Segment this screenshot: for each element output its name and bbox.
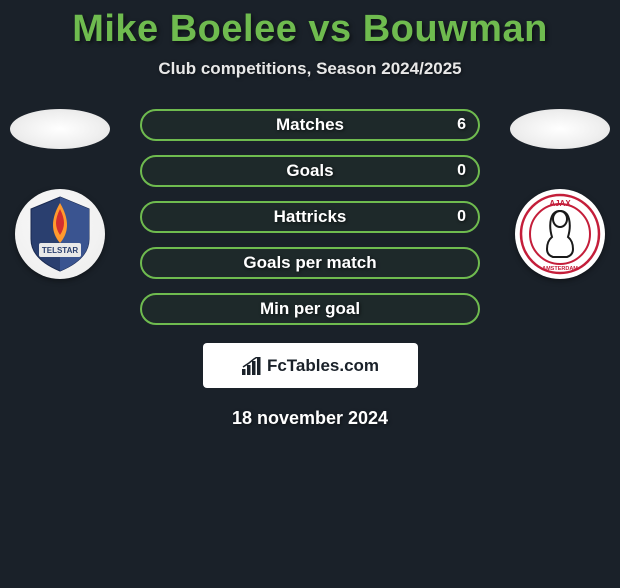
comparison-panel: TELSTAR AJAX AMSTERDAM Matches6Goals0Hat… [0,109,620,429]
stat-label: Goals [286,161,333,181]
stat-row: Goals per match [140,247,480,279]
stat-label: Min per goal [260,299,360,319]
avatar-placeholder-right [510,109,610,149]
stat-value-right: 6 [457,116,466,134]
svg-text:AMSTERDAM: AMSTERDAM [542,266,578,272]
svg-text:TELSTAR: TELSTAR [42,246,79,255]
stat-label: Matches [276,115,344,135]
stat-row: Goals 0 [140,155,480,187]
telstar-logo-icon: TELSTAR [25,195,95,273]
bars-icon [241,357,261,375]
club-badge-right: AJAX AMSTERDAM [515,189,605,279]
branding-text: FcTables.com [267,356,379,376]
stat-value-right: 0 [457,208,466,226]
infographic-date: 18 november 2024 [0,408,620,429]
player-left: TELSTAR [10,109,110,279]
ajax-logo-icon: AJAX AMSTERDAM [519,193,601,275]
stat-label: Hattricks [274,207,347,227]
stats-list: Matches 6 Goals 0 Hattricks 0 Goals per match M… [140,109,480,325]
stat-row: Hattricks 0 [140,201,480,233]
player-right: AJAX AMSTERDAM [510,109,610,279]
comparison-title: Mike Boelee vs Bouwman [0,8,620,51]
branding-badge: FcTables.com [203,343,418,388]
stat-row: Matches 6 [140,109,480,141]
svg-text:AJAX: AJAX [549,199,571,208]
stat-value-right: 0 [457,162,466,180]
comparison-subtitle: Club competitions, Season 2024/2025 [0,59,620,79]
stat-row: Min per goal [140,293,480,325]
club-badge-left: TELSTAR [15,189,105,279]
avatar-placeholder-left [10,109,110,149]
stat-label: Goals per match [243,253,376,273]
